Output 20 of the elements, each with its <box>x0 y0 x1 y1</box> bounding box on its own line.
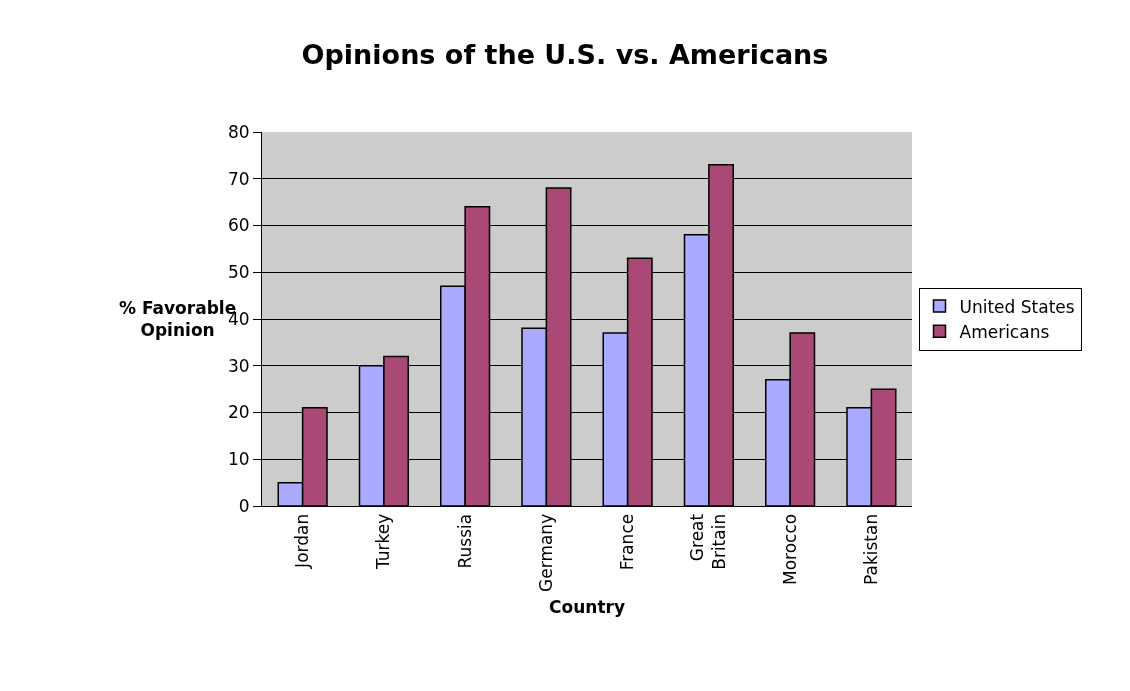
y-tick-label: 30 <box>227 355 250 376</box>
x-tick-label: Jordan <box>292 513 313 569</box>
x-tick-label: France <box>617 513 638 571</box>
chart-title: Opinions of the U.S. vs. Americans <box>301 39 829 71</box>
y-tick-label: 70 <box>227 168 250 189</box>
x-tick-label: Pakistan <box>860 513 881 585</box>
x-tick-label: Morocco <box>779 513 800 585</box>
legend-label: Americans <box>959 321 1050 342</box>
x-tick-label: Germany <box>535 513 556 592</box>
x-tick-label: Turkey <box>373 513 394 571</box>
y-tick-label: 60 <box>227 215 250 236</box>
y-tick-label: 50 <box>227 262 250 283</box>
legend-label: United States <box>959 296 1075 317</box>
x-tick-label: Great Britain <box>687 513 730 570</box>
x-tick-label: Russia <box>454 513 475 569</box>
y-tick-label: 10 <box>227 449 250 470</box>
y-tick-label: 20 <box>227 402 250 423</box>
y-tick-label: 0 <box>238 495 250 516</box>
y-tick-label: 80 <box>227 121 250 142</box>
x-axis-title: Country <box>549 597 625 618</box>
